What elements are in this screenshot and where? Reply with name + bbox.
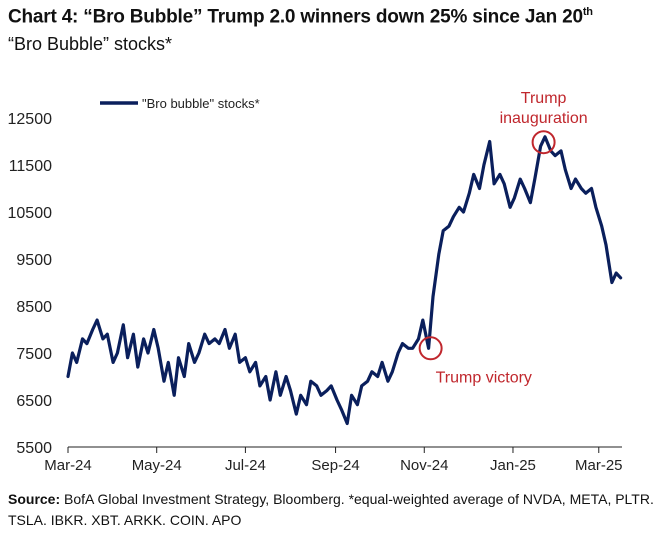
x-tick-label: Mar-25 [575,457,623,474]
annotation-circle-victory [418,336,443,361]
x-tick-label: Jul-24 [225,457,266,474]
x-tick-label: Jan-25 [490,457,536,474]
y-tick-label: 11500 [9,158,52,175]
source-note: Source: BofA Global Investment Strategy,… [8,489,658,531]
annotation-label-victory: Trump victory [436,369,532,386]
y-tick-label: 12500 [8,111,53,128]
y-tick-label: 10500 [8,205,53,222]
annotation-circle-inauguration [531,130,556,155]
legend-label: "Bro bubble" stocks* [142,96,260,111]
annotation-label-inauguration-line2: inauguration [500,110,588,127]
y-tick-label: 9500 [16,252,52,269]
x-tick-label: May-24 [132,457,182,474]
y-tick-label: 8500 [16,299,52,316]
y-tick-label: 7500 [16,346,52,363]
y-tick-label: 6500 [16,393,52,410]
chart-title-text: Chart 4: “Bro Bubble” Trump 2.0 winners … [8,6,583,28]
y-tick-label: 5500 [16,440,52,457]
chart-subtitle: “Bro Bubble” stocks* [8,34,173,54]
source-text: BofA Global Investment Strategy, Bloombe… [8,491,654,528]
source-label: Source: [8,491,61,507]
chart-title-superscript: th [582,6,593,18]
x-tick-label: Mar-24 [44,457,92,474]
annotation-label-inauguration-line1: Trump [521,90,567,107]
chart-title: Chart 4: “Bro Bubble” Trump 2.0 winners … [8,6,593,28]
x-tick-label: Sep-24 [311,457,359,474]
series-line-bro-bubble [66,135,623,426]
x-tick-label: Nov-24 [400,457,448,474]
